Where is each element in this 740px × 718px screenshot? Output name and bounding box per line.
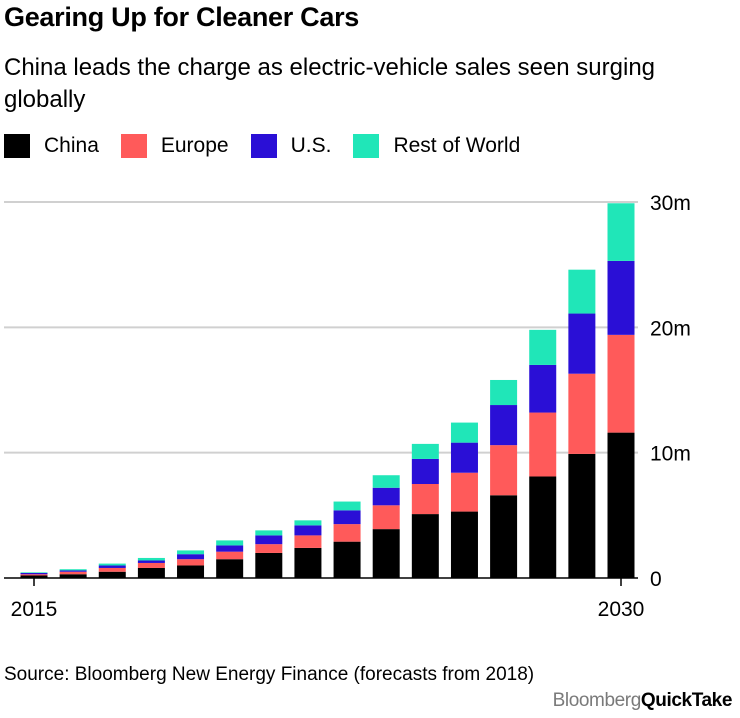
- legend-swatch: [4, 134, 30, 158]
- bar-segment: [255, 552, 283, 578]
- brand-logo-part2: QuickTake: [640, 690, 733, 711]
- bar-segment: [216, 551, 244, 560]
- source-note: Source: Bloomberg New Energy Finance (fo…: [4, 664, 535, 685]
- bar-segment: [333, 510, 361, 525]
- y-tick-label: 30m: [650, 192, 691, 215]
- bar-segment: [294, 535, 322, 548]
- bar-segment: [372, 487, 400, 506]
- bar-segment: [372, 505, 400, 530]
- bar-segment: [177, 559, 205, 566]
- legend-item: U.S.: [250, 134, 332, 158]
- bar-segment: [450, 511, 478, 578]
- bar-segment: [294, 520, 322, 526]
- legend: China Europe U.S. Rest of World: [4, 134, 542, 158]
- bar-segment: [294, 547, 322, 578]
- bar-segment: [216, 559, 244, 578]
- bar-segment: [98, 565, 126, 568]
- bar-segment: [607, 203, 635, 261]
- bar-segment: [529, 476, 557, 578]
- bar-segment: [216, 545, 244, 552]
- bar-segment: [490, 405, 518, 446]
- bar-segment: [607, 334, 635, 433]
- bar-segment: [20, 572, 48, 575]
- bar-segment: [137, 557, 165, 561]
- brand-logo-part1: Bloomberg: [552, 690, 642, 711]
- bar-segment: [568, 373, 596, 454]
- bar-segment: [411, 484, 439, 515]
- legend-label: Europe: [160, 134, 229, 157]
- bar-segment: [607, 260, 635, 335]
- bar-segment: [294, 525, 322, 536]
- bar-segment: [177, 550, 205, 555]
- bar-segment: [98, 571, 126, 578]
- bar-segment: [568, 269, 596, 314]
- bar-segment: [372, 475, 400, 488]
- stacked-bar-chart: 0 10m 20m 30m 2015 2030: [4, 192, 691, 621]
- legend-item: Rest of World: [353, 134, 520, 158]
- legend-label: China: [44, 134, 99, 157]
- bar-segment: [137, 567, 165, 578]
- bar-segment: [450, 422, 478, 443]
- y-tick-label: 20m: [650, 317, 691, 340]
- bar-segment: [333, 501, 361, 511]
- y-tick-label: 10m: [650, 443, 691, 466]
- bar-segment: [177, 565, 205, 578]
- bar-segment: [216, 540, 244, 546]
- bar-segment: [529, 329, 557, 365]
- bar-segment: [333, 541, 361, 578]
- bar-segment: [529, 364, 557, 413]
- legend-label: U.S.: [290, 134, 332, 157]
- bar-segment: [372, 529, 400, 578]
- bar-segment: [450, 442, 478, 473]
- bar-segment: [59, 569, 87, 571]
- x-tick-label: 2015: [11, 598, 58, 621]
- bar-segment: [98, 563, 126, 566]
- bar-segment: [255, 530, 283, 536]
- bar-segment: [490, 495, 518, 578]
- bar-segment: [98, 567, 126, 572]
- bar-segment: [59, 571, 87, 575]
- bar-segment: [450, 472, 478, 512]
- bar-segment: [411, 443, 439, 459]
- chart-title: Gearing Up for Cleaner Cars: [4, 2, 360, 32]
- bar-segment: [59, 574, 87, 578]
- bar-segment: [568, 453, 596, 578]
- bar-segment: [411, 514, 439, 578]
- legend-label: Rest of World: [393, 134, 521, 157]
- bar-segment: [490, 445, 518, 496]
- legend-swatch: [353, 134, 380, 158]
- bar-segment: [20, 572, 48, 573]
- bar-segment: [20, 574, 48, 576]
- x-tick-label: 2030: [598, 598, 645, 621]
- legend-swatch: [250, 134, 277, 158]
- bar-segment: [568, 313, 596, 374]
- bar-segment: [255, 535, 283, 545]
- bar-segment: [177, 554, 205, 560]
- bar-segment: [607, 432, 635, 578]
- bar-segment: [20, 575, 48, 578]
- legend-item: Europe: [120, 134, 229, 158]
- bar-segment: [137, 560, 165, 563]
- chart-subtitle: China leads the charge as electric-vehic…: [4, 54, 656, 113]
- bar-segment: [333, 524, 361, 542]
- brand-logo: BloombergQuickTake: [552, 690, 733, 712]
- bar-segment: [411, 458, 439, 484]
- bar-segment: [255, 544, 283, 553]
- legend-swatch: [120, 134, 147, 158]
- y-tick-label: 0: [650, 568, 662, 591]
- bar-segment: [137, 562, 165, 568]
- bar-segment: [529, 412, 557, 477]
- legend-item: China: [4, 134, 99, 158]
- bar-segment: [59, 570, 87, 572]
- bar-segment: [490, 379, 518, 406]
